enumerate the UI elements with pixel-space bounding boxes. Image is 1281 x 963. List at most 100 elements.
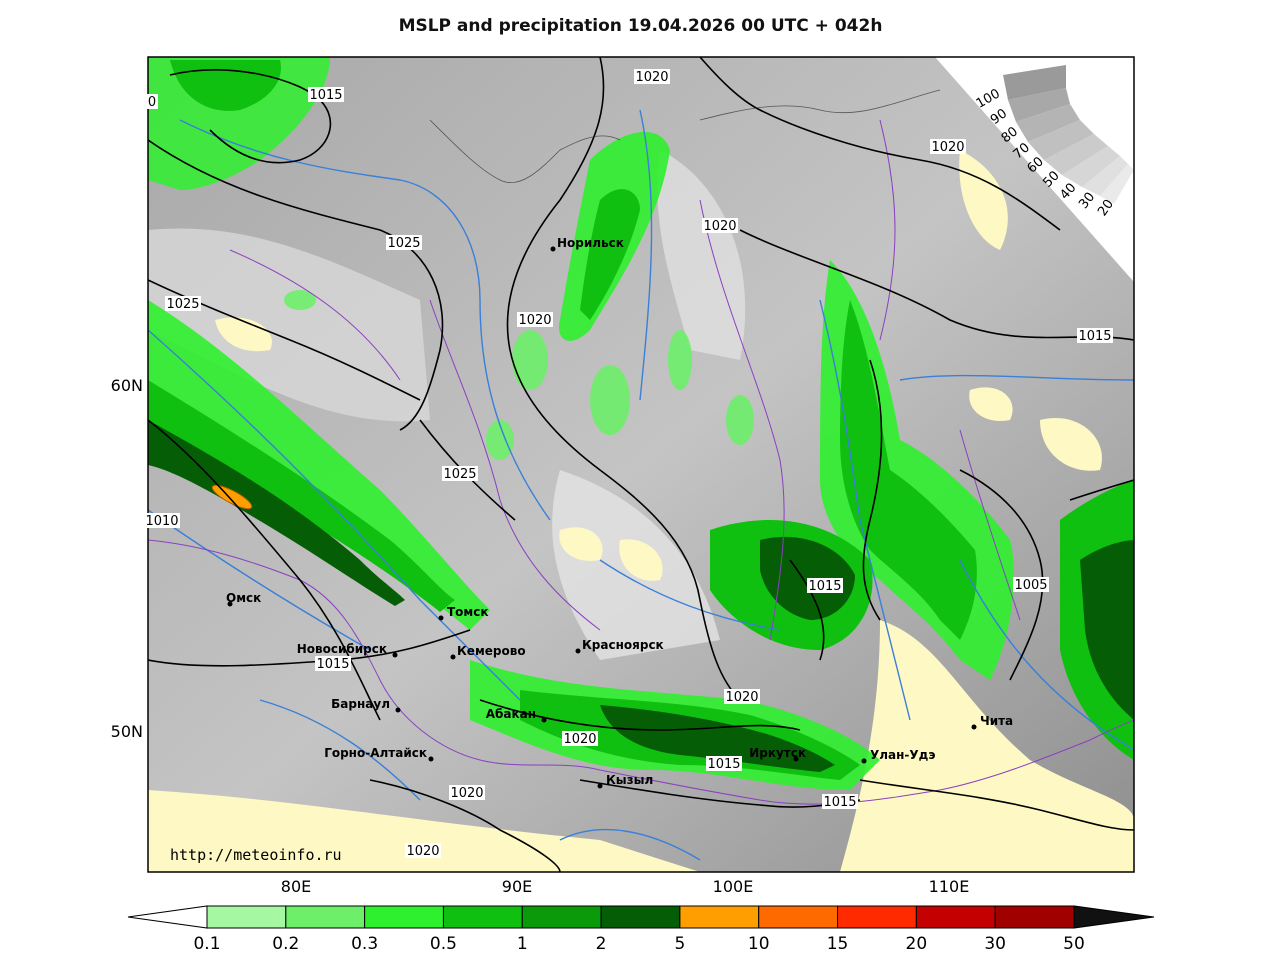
isobar-value: 1015 [823,795,856,810]
lon-label: 90E [502,877,532,896]
isotherms [148,109,1134,861]
city-dot [438,615,444,621]
colorbar-label: 50 [1063,934,1085,954]
city-marker: Улан-Удэ [861,748,935,764]
colorbar-segment [442,905,523,929]
colorbar-segment [600,905,681,929]
colorbar-upper-arrow [1073,905,1155,929]
isobar-label: 1020 [562,731,598,747]
watermark: http://meteoinfo.ru [170,846,342,864]
lon-label: 80E [281,877,311,896]
isobar-label: 1005 [1013,577,1049,593]
isobar-label: 1020 [930,139,966,155]
colorbar-label: 10 [748,934,770,954]
isobar-labels: 1015 1020 1020 1020 1025 1025 1020 1015 1025 1010… [144,69,1113,859]
borders [148,119,1134,805]
cloud-scale-panel [935,57,1134,282]
colorbar-label: 30 [984,934,1006,954]
city-dot [861,758,867,764]
colorbar-label: 0.5 [430,934,457,954]
isobar-value: 1025 [443,467,476,482]
city-dot [227,601,233,607]
colorbar-segment [521,905,602,929]
city-label: Кызыл [606,773,653,787]
colorbar-segment [994,905,1075,929]
colorbar-segment [915,905,996,929]
city-marker: Кызыл [597,773,653,789]
city-label: Горно-Алтайск [324,746,427,760]
lon-label: 100E [713,877,754,896]
city-marker: Горно-Алтайск [324,746,434,762]
colorbar-segment [285,905,366,929]
isobar-label: 1010 [144,513,180,529]
isobar-label: 1025 [165,296,201,312]
colorbar-segment [679,905,760,929]
precip-colorbar: 0.1 0.2 0.3 0.5 1 2 5 10 15 20 30 50 [127,905,1155,954]
city-marker: Иркутск [749,746,806,762]
cloud-cover-scale [1003,65,1134,204]
city-layer: Норильск Омск Томск Новосибирск Кемерово Крас… [226,236,1013,789]
city-label: Улан-Удэ [870,748,935,762]
city-dot [450,654,456,660]
colorbar-segment [837,905,917,929]
city-marker: Кемерово [450,644,526,660]
city-label: Кемерово [457,644,526,658]
isobar-value: 1020 [635,70,668,85]
city-label: Красноярск [582,638,664,652]
city-dot [971,724,977,730]
colorbar-segment [206,905,287,929]
colorbar-label: 0.1 [193,934,220,954]
isobar-label: 1020 [517,312,553,328]
isobar-value: 1020 [450,786,483,801]
city-label: Норильск [557,236,624,250]
isobar-value: 0 [148,95,156,110]
city-dot [392,652,398,658]
city-label: Чита [980,714,1013,728]
isobar-label: 1020 [702,218,738,234]
isobar-label: 0 [146,94,158,110]
city-dot [575,648,581,654]
colorbar-label: 2 [596,934,607,954]
isobar-value: 1020 [563,732,596,747]
lon-label: 110E [929,877,970,896]
isobar-label: 1020 [449,785,485,801]
colorbar-segment [364,905,444,929]
isobar-value: 1020 [518,313,551,328]
city-dot [793,756,799,762]
isobar-label: 1015 [807,578,843,594]
city-label: Барнаул [331,697,390,711]
city-marker: Норильск [550,236,624,252]
city-dot [395,707,401,713]
isobar-value: 1015 [1078,329,1111,344]
map-field [148,57,1134,872]
map-title: MSLP and precipitation 19.04.2026 00 UTC… [398,16,883,36]
city-label: Новосибирск [297,642,387,656]
city-marker: Барнаул [331,697,401,713]
isobar-value: 1015 [309,88,342,103]
colorbar-label: 15 [827,934,849,954]
isobar-label: 1025 [386,235,422,251]
colorbar-label: 20 [906,934,928,954]
isobar-label: 1015 [822,794,858,810]
city-marker: Томск [438,605,489,621]
city-label: Абакан [486,707,536,721]
city-marker: Омск [226,591,261,607]
colorbar-segment [758,905,839,929]
city-label: Омск [226,591,261,605]
colorbar-lower-arrow [127,905,208,929]
isobar-value: 1015 [707,757,740,772]
colorbar-label: 0.2 [272,934,299,954]
city-dot [550,246,556,252]
colorbar-label: 0.3 [351,934,378,954]
lat-label: 50N [111,722,143,741]
isobar-value: 1015 [808,579,841,594]
isobar-value: 1025 [387,236,420,251]
isobar-label: 1015 [315,656,351,672]
axis-labels: 60N 50N 80E 90E 100E 110E [111,376,970,896]
map-frame [147,56,1135,873]
isobar-value: 1010 [145,514,178,529]
colorbar-label: 1 [517,934,528,954]
isobar-value: 1005 [1014,578,1047,593]
colorbar-label: 5 [674,934,685,954]
